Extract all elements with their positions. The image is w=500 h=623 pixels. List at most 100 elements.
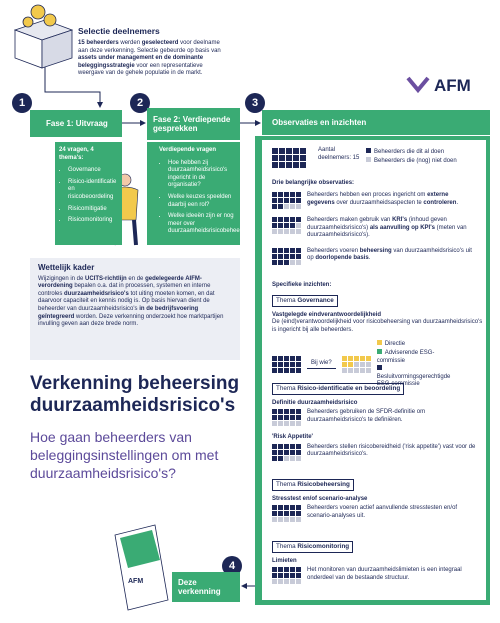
booklet-illustration bbox=[114, 524, 169, 611]
phase2-list: Hoe hebben zij duurzaamheidsrisico's ing… bbox=[159, 160, 256, 236]
icon-square bbox=[290, 409, 295, 415]
icon-square bbox=[278, 247, 283, 253]
legend-entry: Beheerders die (nog) niet doen bbox=[374, 157, 457, 164]
text-run: 15 beheerders bbox=[78, 40, 119, 46]
theme: Thema Risico-identificatie en beoordelin… bbox=[272, 383, 484, 461]
legend-entry: Beheerders die dit al doen bbox=[374, 149, 445, 155]
icon-square bbox=[296, 415, 301, 421]
icon-square bbox=[278, 253, 283, 259]
text-run: worden. Deze verkenning onderzoekt hoe m… bbox=[38, 313, 224, 328]
icon-square bbox=[278, 421, 283, 427]
step-label: Fase 2: Verdiepende gesprekken bbox=[147, 108, 240, 140]
legal-title: Wettelijk kader bbox=[38, 263, 95, 272]
phase1-box: 24 vragen, 4 thema's: Governance Risico-i… bbox=[55, 142, 122, 245]
logo: AFM bbox=[434, 76, 471, 95]
icon-square bbox=[293, 162, 299, 168]
theme-name: Governance bbox=[297, 297, 334, 304]
icon-square bbox=[284, 409, 289, 415]
icon-square bbox=[279, 162, 285, 168]
item-text: Beheerders gebruiken de SFDR-definitie o… bbox=[307, 409, 426, 423]
participants-icon bbox=[272, 148, 306, 168]
icon-square bbox=[290, 217, 295, 222]
step-label: Deze verkenning bbox=[172, 572, 240, 602]
icon-square bbox=[284, 198, 289, 203]
legend-entry: Besluitvormingsgerechtigde ESG-commissie bbox=[376, 373, 451, 388]
icon-square bbox=[272, 517, 277, 523]
icon bbox=[272, 192, 301, 209]
item-text: Beheerders stellen risicobereidheid ('ri… bbox=[307, 443, 476, 458]
icon-square bbox=[284, 356, 289, 362]
item-text: Het monitoren van duurzaamheidslimieten … bbox=[307, 567, 462, 581]
theme-name: Risicobeheersing bbox=[297, 481, 350, 488]
text-run: . bbox=[456, 199, 459, 206]
text-run: gedelegeerde AIFM-verordening bbox=[38, 275, 202, 290]
icon-square bbox=[296, 362, 301, 368]
icon-square bbox=[296, 259, 301, 265]
theme-label: Thema Risico-identificatie en beoordelin… bbox=[272, 383, 405, 395]
icon-square bbox=[278, 259, 283, 265]
icon-square bbox=[296, 198, 301, 203]
text-run: duurzaamheidsrisico's bbox=[64, 290, 129, 297]
icon-square bbox=[347, 356, 353, 362]
theme: Thema Governance Vastgelegde eindverantwo… bbox=[272, 295, 484, 389]
text-run: geselecteerd bbox=[141, 40, 179, 46]
logo-mark bbox=[406, 76, 430, 94]
phase1-heading: 24 vragen, 4 thema's: bbox=[59, 147, 94, 161]
icon-square bbox=[278, 356, 283, 362]
key-text: Beheerders voeren beheersing van duurzaa… bbox=[307, 248, 477, 263]
icon-square bbox=[290, 579, 295, 585]
text-run: als aanvulling op KPI's bbox=[369, 224, 435, 231]
icon-square bbox=[278, 579, 283, 585]
item-heading: 'Risk Appetite' bbox=[272, 434, 313, 441]
icon-square bbox=[284, 505, 289, 511]
icon-square bbox=[272, 229, 277, 234]
icon-square bbox=[278, 449, 283, 455]
icon-square bbox=[341, 356, 347, 362]
legend-entry: Directie bbox=[384, 341, 406, 348]
text-run: in de bedrijfsvoering geïntegreerd bbox=[38, 305, 199, 320]
icon-square bbox=[278, 415, 283, 421]
icon-square bbox=[293, 155, 299, 161]
legend: Beheerders die dit al doen Beheerders di… bbox=[366, 148, 457, 165]
item-heading: Definitie duurzaamheidsrisico bbox=[272, 399, 358, 406]
icon-square bbox=[347, 368, 353, 374]
list-item: Risicomonitoring bbox=[68, 217, 118, 225]
icon-square bbox=[286, 148, 292, 154]
legend-entry: Adviserende ESG-commissie bbox=[376, 349, 435, 364]
icon-square bbox=[353, 368, 359, 374]
icon-square bbox=[290, 362, 295, 368]
text-run: externe gegevens bbox=[307, 192, 449, 206]
icon-square bbox=[284, 443, 289, 449]
icon-square bbox=[290, 247, 295, 253]
icon-square bbox=[284, 223, 289, 228]
text-run: bepalen o.a. dat in processen, systemen … bbox=[38, 283, 211, 297]
icon-square bbox=[296, 253, 301, 259]
icon-square bbox=[272, 511, 277, 517]
icon-square bbox=[290, 253, 295, 259]
text-run: assets under management en de dominante … bbox=[78, 55, 204, 69]
main-title: Verkenning beheersing duurzaamheidsrisic… bbox=[30, 373, 240, 416]
icon-square bbox=[296, 579, 301, 585]
list-item: Welke keuzes speelden daarbij een rol? bbox=[168, 194, 235, 209]
text-run: beheersing bbox=[359, 247, 392, 254]
icon-square bbox=[284, 415, 289, 421]
item-heading: Stresstest en/of scenario-analyse bbox=[272, 495, 368, 502]
icon-square bbox=[341, 368, 347, 374]
icon-square bbox=[272, 362, 277, 368]
item-heading: Limieten bbox=[272, 557, 297, 564]
icon-square bbox=[272, 415, 277, 421]
icon bbox=[272, 409, 301, 427]
theme: Thema Risicobeheersing Stresstest en/of s… bbox=[272, 479, 484, 523]
icon-square bbox=[296, 223, 301, 228]
icon-square bbox=[278, 455, 283, 461]
icon-square bbox=[272, 198, 277, 203]
diagram-legend: Directie Adviserende ESG-commissie Besluit… bbox=[376, 340, 457, 389]
icon-square bbox=[272, 223, 277, 228]
icon-square bbox=[278, 443, 283, 449]
text-run: KRI's bbox=[392, 217, 408, 223]
icon-square bbox=[296, 517, 301, 523]
list-item: Risicomitigatie bbox=[68, 206, 118, 214]
icon-square bbox=[296, 368, 301, 374]
icon-square bbox=[284, 511, 289, 517]
icon-square bbox=[286, 162, 292, 168]
